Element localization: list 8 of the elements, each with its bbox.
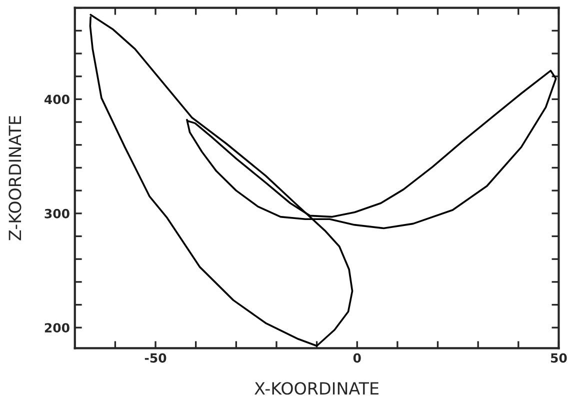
y-tick-label: 200 [44,323,70,333]
x-tick-label: 50 [550,353,567,363]
x-tick-label: -50 [144,353,166,363]
x-tick-label: 0 [353,353,361,363]
y-tick-label: 300 [44,208,70,218]
y-axis-title: Z-KOORDINATE [8,116,22,240]
y-tick-label: 400 [44,94,70,104]
x-axis-title: X-KOORDINATE [254,382,378,395]
